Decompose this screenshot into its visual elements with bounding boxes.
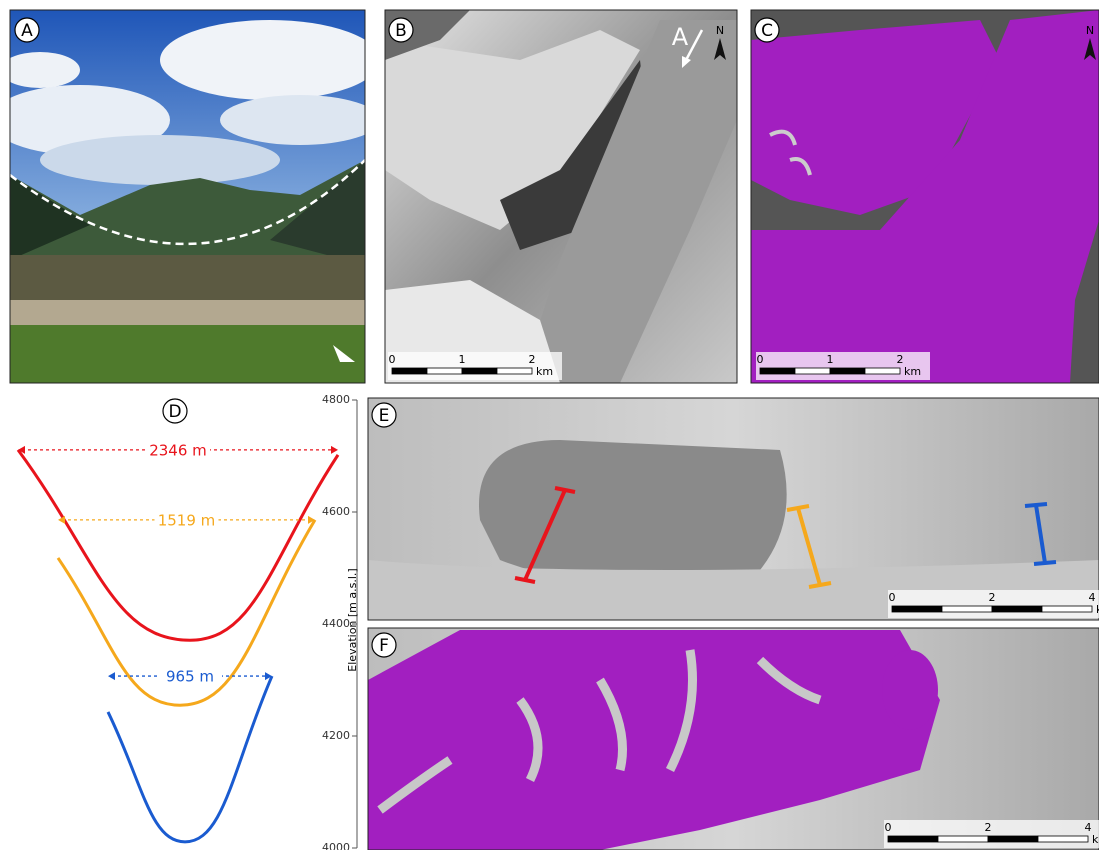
scale-bar-segment <box>938 836 988 842</box>
hillshade <box>368 398 1099 620</box>
scale-bar-segment <box>1038 836 1088 842</box>
scale-bar-segment <box>892 606 942 612</box>
scale-bar-segment <box>992 606 1042 612</box>
glacier-overlay <box>368 628 1099 850</box>
y-tick-label: 4000 <box>322 841 350 850</box>
glacier-overlay <box>751 10 1099 383</box>
north-label: N <box>716 24 724 37</box>
y-tick-label: 4200 <box>322 729 350 742</box>
panel-label: D <box>168 402 181 422</box>
panel-label: F <box>379 636 389 656</box>
scale-bar-label: 2 <box>529 353 536 366</box>
scale-bar-label: km <box>904 365 921 378</box>
scale-bar-label: 2 <box>897 353 904 366</box>
scale-bar-label: 1 <box>459 353 466 366</box>
scale-bar-label: 2 <box>985 821 992 834</box>
scale-bar-segment <box>497 368 532 374</box>
scale-bar-label: km <box>536 365 553 378</box>
scale-bar-segment <box>462 368 497 374</box>
scale-bar-segment <box>1042 606 1092 612</box>
scale-bar-segment <box>942 606 992 612</box>
panel-label: C <box>761 21 773 41</box>
scale-bar-segment <box>865 368 900 374</box>
scale-bar-segment <box>760 368 795 374</box>
panel-label: B <box>395 21 407 41</box>
profile-line <box>18 450 338 640</box>
panel-label: A <box>21 21 33 41</box>
scale-bar-segment <box>427 368 462 374</box>
scale-bar-label: km <box>1092 833 1099 846</box>
scale-bar-segment <box>392 368 427 374</box>
y-tick-label: 4800 <box>322 393 350 406</box>
scale-bar-bg <box>884 820 1099 848</box>
arrow-head <box>331 446 338 454</box>
view-arrow-label: A <box>672 23 689 51</box>
scale-bar-segment <box>830 368 865 374</box>
scale-bar-label: 0 <box>885 821 892 834</box>
scale-bar-label: 0 <box>389 353 396 366</box>
north-label: N <box>1086 24 1094 37</box>
page: Elevation [m a.s.l.] ABCDEFNNA012km012km… <box>0 0 1099 850</box>
scale-bar-label: 4 <box>1089 591 1096 604</box>
figure: Elevation [m a.s.l.] ABCDEFNNA012km012km… <box>0 0 1099 850</box>
y-tick-label: 4600 <box>322 505 350 518</box>
scale-bar-label: 0 <box>889 591 896 604</box>
width-label: 2346 m <box>149 441 207 459</box>
y-tick-label: 4400 <box>322 617 350 630</box>
scale-bar-label: 2 <box>989 591 996 604</box>
scale-bar-segment <box>888 836 938 842</box>
scale-bar-label: 0 <box>757 353 764 366</box>
scale-bar-segment <box>795 368 830 374</box>
scale-bar-label: 4 <box>1085 821 1092 834</box>
width-label: 1519 m <box>158 511 216 529</box>
width-label: 965 m <box>166 668 214 686</box>
arrow-head <box>108 672 115 680</box>
panel-label: E <box>379 406 390 426</box>
scale-bar-segment <box>988 836 1038 842</box>
photo <box>0 10 380 385</box>
profile-line <box>108 676 272 842</box>
scale-bar-label: 1 <box>827 353 834 366</box>
